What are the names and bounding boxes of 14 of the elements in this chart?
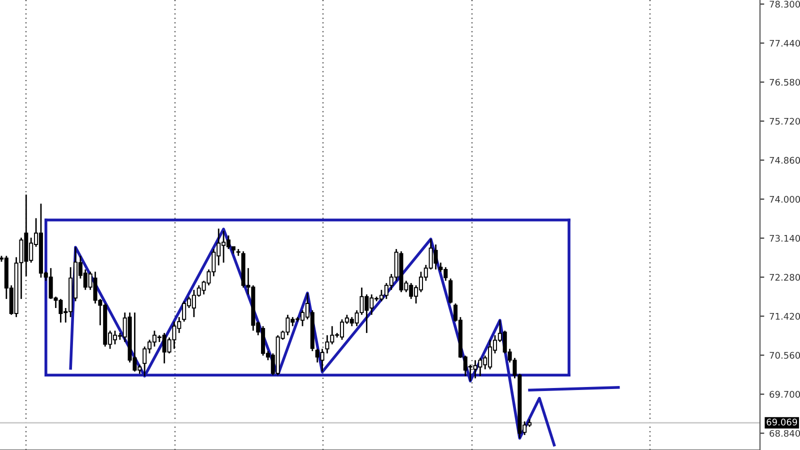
y-tick-label: 76.580 [770,78,800,86]
y-tick-label: 75.720 [770,118,800,125]
ref-line-label: 69.069 [766,418,798,426]
y-tick-label: 71.420 [770,312,800,320]
y-tick-label: 73.140 [770,234,800,242]
y-tick-label: 74.860 [770,156,800,164]
y-tick-label: 68.840 [770,430,800,437]
y-tick-label: 69.700 [770,390,800,398]
candlestick [448,278,453,304]
y-tick-label: 70.560 [770,352,800,359]
y-tick-label: 72.280 [770,274,800,281]
y-tick-label: 77.440 [770,40,800,47]
y-tick-label: 78.300 [770,0,800,8]
y-tick-label: 74.000 [770,196,800,203]
